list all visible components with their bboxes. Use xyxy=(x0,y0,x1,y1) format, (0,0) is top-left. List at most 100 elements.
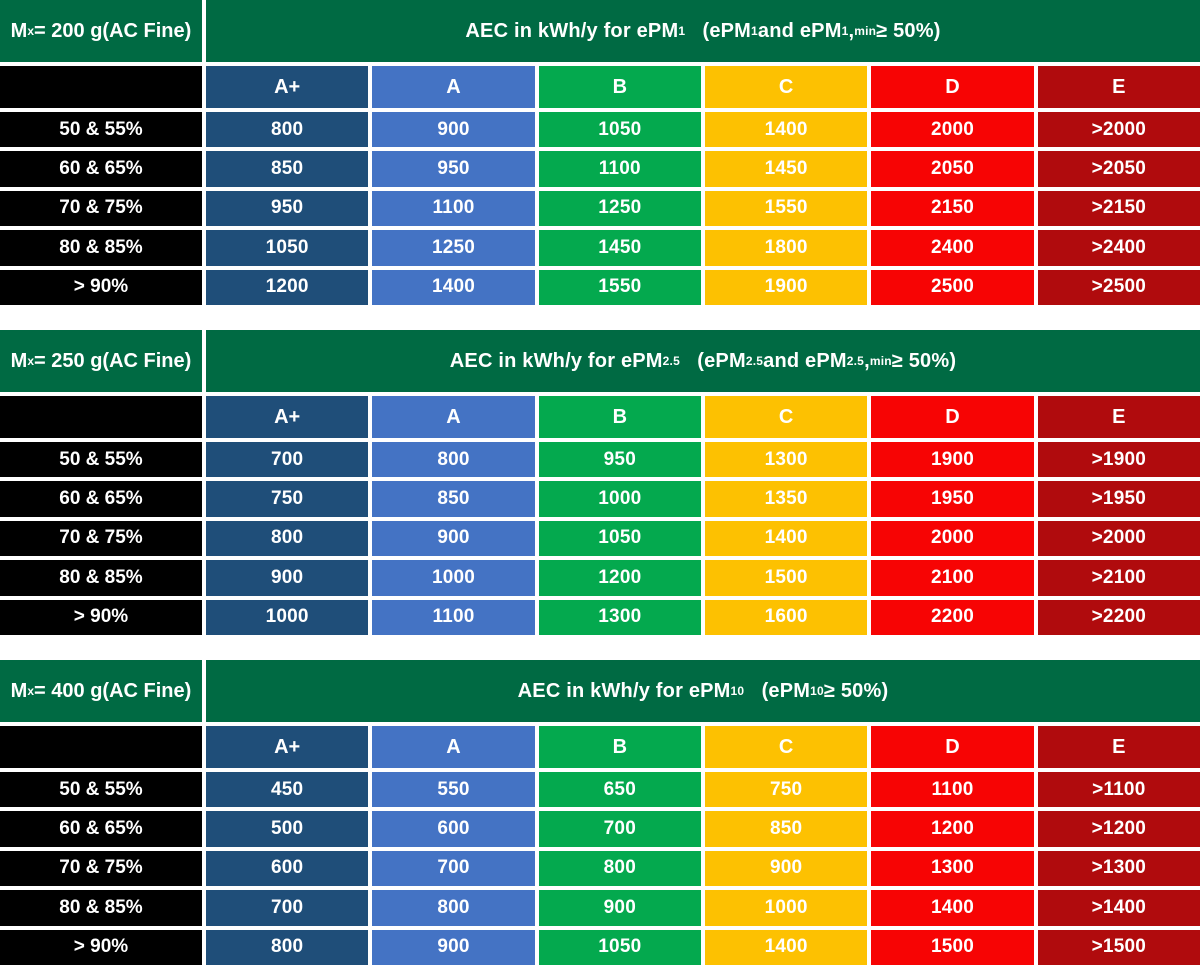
value-cell: 450 xyxy=(206,772,369,808)
text-segment: , xyxy=(848,19,855,42)
value-cell: 800 xyxy=(206,520,369,557)
row-label: 60 & 65% xyxy=(0,811,202,847)
value-cell: 750 xyxy=(206,481,369,517)
value-cell: 800 xyxy=(538,850,701,887)
text-segment: (ePM xyxy=(685,19,752,42)
row-label: 60 & 65% xyxy=(0,481,202,517)
value-cell: >2050 xyxy=(1037,151,1200,187)
value-cell: >2150 xyxy=(1037,190,1200,227)
value-cell: 800 xyxy=(372,442,535,478)
value-cell: >2500 xyxy=(1037,269,1200,305)
value-cell: >1300 xyxy=(1037,850,1200,887)
row-label: > 90% xyxy=(0,269,202,305)
text-segment: (ePM xyxy=(744,679,811,702)
value-cell: 2100 xyxy=(871,560,1034,596)
value-cell: 1350 xyxy=(704,481,868,517)
value-cell: 800 xyxy=(372,890,535,926)
text-segment: = 400 g xyxy=(34,679,103,702)
class-header-c: C xyxy=(704,396,868,438)
value-cell: 1550 xyxy=(704,190,868,227)
value-cell: >2100 xyxy=(1037,560,1200,596)
class-header-d: D xyxy=(871,66,1034,108)
value-cell: 1600 xyxy=(704,599,868,635)
class-header-a: A xyxy=(372,66,535,108)
value-cell: 1000 xyxy=(206,599,369,635)
value-cell: 950 xyxy=(206,190,369,227)
value-cell: 1400 xyxy=(704,112,868,148)
value-cell: >2200 xyxy=(1037,599,1200,635)
text-segment: AEC in kWh/y for ePM xyxy=(517,679,731,702)
value-cell: 900 xyxy=(372,929,535,965)
class-header-a-plus: A+ xyxy=(206,396,369,438)
table-title-epm1: AEC in kWh/y for ePM 1 (ePM 1 and ePM 1, min… xyxy=(206,0,1200,62)
value-cell: 850 xyxy=(372,481,535,517)
value-cell: 900 xyxy=(206,560,369,596)
value-cell: 1250 xyxy=(372,230,535,266)
value-cell: 1500 xyxy=(871,929,1034,965)
value-cell: 1050 xyxy=(538,520,701,557)
value-cell: 700 xyxy=(206,890,369,926)
value-cell: 700 xyxy=(538,811,701,847)
class-header-a-plus: A+ xyxy=(206,726,369,768)
value-cell: 2150 xyxy=(871,190,1034,227)
text-segment: ≥ 50%) xyxy=(891,349,957,372)
value-cell: >1100 xyxy=(1037,772,1200,808)
value-cell: >1950 xyxy=(1037,481,1200,517)
value-cell: >1500 xyxy=(1037,929,1200,965)
value-cell: >1400 xyxy=(1037,890,1200,926)
class-header-b: B xyxy=(538,66,701,108)
value-cell: 1050 xyxy=(206,230,369,266)
text-segment: ≥ 50%) xyxy=(823,679,889,702)
class-header-a: A xyxy=(372,396,535,438)
value-cell: 1400 xyxy=(704,929,868,965)
value-cell: 1300 xyxy=(538,599,701,635)
value-cell: 750 xyxy=(704,772,868,808)
class-header-e: E xyxy=(1037,396,1200,438)
value-cell: 1050 xyxy=(538,929,701,965)
text-segment: = 250 g xyxy=(34,349,103,372)
row-label: > 90% xyxy=(0,929,202,965)
value-cell: 1250 xyxy=(538,190,701,227)
row-label: 50 & 55% xyxy=(0,772,202,808)
value-cell: 1000 xyxy=(372,560,535,596)
value-cell: 1300 xyxy=(871,850,1034,887)
text-segment: and ePM xyxy=(757,19,842,42)
value-cell: 950 xyxy=(538,442,701,478)
value-cell: 2000 xyxy=(871,112,1034,148)
value-cell: 1450 xyxy=(538,230,701,266)
value-cell: >1200 xyxy=(1037,811,1200,847)
value-cell: 1900 xyxy=(704,269,868,305)
blank-corner-cell xyxy=(0,396,202,438)
class-header-d: D xyxy=(871,396,1034,438)
value-cell: 2050 xyxy=(871,151,1034,187)
row-label: > 90% xyxy=(0,599,202,635)
class-header-b: B xyxy=(538,396,701,438)
text-segment: (AC Fine) xyxy=(102,19,192,42)
class-header-c: C xyxy=(704,726,868,768)
blank-corner-cell xyxy=(0,66,202,108)
text-segment: M xyxy=(10,349,28,372)
text-segment: and ePM xyxy=(763,349,847,372)
value-cell: 950 xyxy=(372,151,535,187)
value-cell: 2200 xyxy=(871,599,1034,635)
class-header-c: C xyxy=(704,66,868,108)
value-cell: 1100 xyxy=(538,151,701,187)
row-label: 80 & 85% xyxy=(0,230,202,266)
value-cell: 1100 xyxy=(372,599,535,635)
row-label: 80 & 85% xyxy=(0,560,202,596)
value-cell: 550 xyxy=(372,772,535,808)
value-cell: 1200 xyxy=(871,811,1034,847)
text-segment: , xyxy=(864,349,870,372)
row-label: 50 & 55% xyxy=(0,442,202,478)
class-header-e: E xyxy=(1037,66,1200,108)
value-cell: 1900 xyxy=(871,442,1034,478)
text-segment: (AC Fine) xyxy=(102,349,192,372)
value-cell: 1450 xyxy=(704,151,868,187)
value-cell: 1200 xyxy=(538,560,701,596)
value-cell: 1400 xyxy=(372,269,535,305)
value-cell: 900 xyxy=(372,112,535,148)
value-cell: 1800 xyxy=(704,230,868,266)
